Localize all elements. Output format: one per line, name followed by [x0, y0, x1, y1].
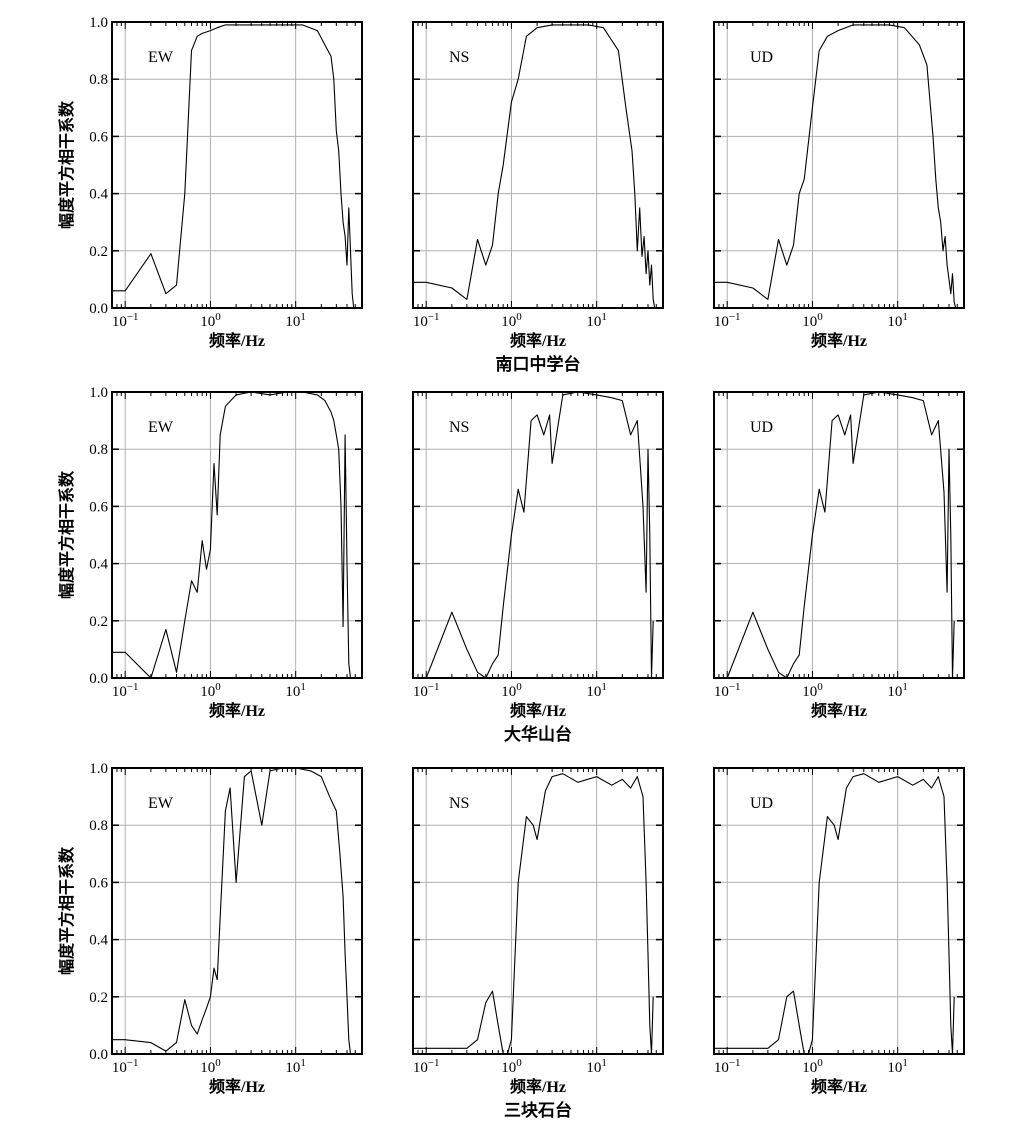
x-tick-label: 100	[802, 681, 823, 700]
plot-area	[413, 392, 663, 678]
x-tick-label: 101	[285, 681, 306, 700]
x-tick-label: 101	[586, 1057, 607, 1076]
x-tick-label: 10−1	[112, 681, 139, 700]
component-label: NS	[449, 795, 469, 812]
x-axis-label: 频率/Hz	[209, 331, 265, 350]
x-tick-label: 101	[285, 1057, 306, 1076]
component-label: NS	[449, 49, 469, 66]
plot-frame	[412, 21, 664, 309]
coherence-line-ew	[112, 391, 352, 679]
y-tick-label: 0.8	[89, 72, 108, 88]
station-title: 三块石台	[504, 1100, 572, 1120]
y-tick-label: 0.0	[89, 671, 108, 687]
y-tick-label: 0.2	[89, 990, 108, 1006]
y-tick-label: 0.0	[89, 1047, 108, 1063]
x-tick-label: 101	[887, 681, 908, 700]
plot-area	[112, 768, 362, 1054]
component-label: UD	[750, 49, 773, 66]
component-label: EW	[148, 419, 174, 436]
y-tick-label: 0.0	[89, 301, 108, 317]
plot-frame	[713, 767, 965, 1055]
coherence-line-ew	[112, 767, 352, 1055]
coherence-line-ns	[413, 773, 654, 1055]
x-tick-label: 10−1	[714, 681, 741, 700]
plot-area	[413, 768, 663, 1054]
plot-frame	[111, 391, 363, 679]
x-tick-label: 10−1	[112, 311, 139, 330]
y-axis-label: 幅度平方相干系数	[57, 470, 76, 599]
y-tick-label: 0.2	[89, 614, 108, 630]
y-tick-label: 0.8	[89, 818, 108, 834]
coherence-line-ud	[714, 24, 957, 309]
x-tick-label: 10−1	[413, 311, 440, 330]
y-axis-label: 幅度平方相干系数	[57, 846, 76, 975]
x-tick-label: 101	[887, 1057, 908, 1076]
x-tick-label: 100	[802, 311, 823, 330]
coherence-line-ew	[112, 24, 355, 309]
component-label: UD	[750, 419, 773, 436]
x-tick-label: 101	[285, 311, 306, 330]
y-tick-label: 0.4	[89, 187, 108, 203]
y-tick-label: 1.0	[89, 385, 108, 401]
component-label: EW	[148, 49, 174, 66]
plot-area	[112, 392, 362, 678]
x-tick-label: 100	[200, 681, 221, 700]
y-tick-label: 0.6	[89, 499, 108, 515]
x-tick-label: 10−1	[112, 1057, 139, 1076]
plot-frame	[412, 391, 664, 679]
x-tick-label: 100	[802, 1057, 823, 1076]
x-axis-label: 频率/Hz	[811, 701, 867, 720]
x-tick-label: 10−1	[714, 1057, 741, 1076]
coherence-line-ud	[714, 773, 955, 1055]
x-tick-label: 100	[501, 311, 522, 330]
y-tick-label: 0.4	[89, 557, 108, 573]
x-tick-label: 10−1	[413, 681, 440, 700]
plot-area	[714, 22, 964, 308]
x-axis-label: 频率/Hz	[209, 701, 265, 720]
plot-area	[714, 392, 964, 678]
y-tick-label: 0.2	[89, 244, 108, 260]
y-tick-label: 0.4	[89, 933, 108, 949]
x-tick-label: 100	[501, 681, 522, 700]
plot-frame	[713, 21, 965, 309]
component-label: EW	[148, 795, 174, 812]
x-axis-label: 频率/Hz	[811, 331, 867, 350]
x-tick-label: 100	[501, 1057, 522, 1076]
y-tick-label: 1.0	[89, 15, 108, 31]
component-label: NS	[449, 419, 469, 436]
x-tick-label: 100	[200, 311, 221, 330]
y-tick-label: 0.6	[89, 129, 108, 145]
plot-frame	[111, 767, 363, 1055]
x-axis-label: 频率/Hz	[510, 331, 566, 350]
plot-area	[714, 768, 964, 1054]
x-tick-label: 10−1	[714, 311, 741, 330]
x-axis-label: 频率/Hz	[811, 1077, 867, 1096]
coherence-line-ns	[413, 24, 656, 309]
plot-frame	[713, 391, 965, 679]
y-tick-label: 0.8	[89, 442, 108, 458]
component-label: UD	[750, 795, 773, 812]
plot-frame	[111, 21, 363, 309]
x-axis-label: 频率/Hz	[510, 701, 566, 720]
x-tick-label: 101	[586, 311, 607, 330]
y-axis-label: 幅度平方相干系数	[57, 100, 76, 229]
x-tick-label: 100	[200, 1057, 221, 1076]
plot-frame	[412, 767, 664, 1055]
y-tick-label: 1.0	[89, 761, 108, 777]
x-tick-label: 101	[887, 311, 908, 330]
x-axis-label: 频率/Hz	[510, 1077, 566, 1096]
x-tick-label: 101	[586, 681, 607, 700]
station-title: 大华山台	[504, 724, 572, 744]
x-tick-label: 10−1	[413, 1057, 440, 1076]
y-tick-label: 0.6	[89, 875, 108, 891]
station-title: 南口中学台	[496, 354, 581, 374]
x-axis-label: 频率/Hz	[209, 1077, 265, 1096]
